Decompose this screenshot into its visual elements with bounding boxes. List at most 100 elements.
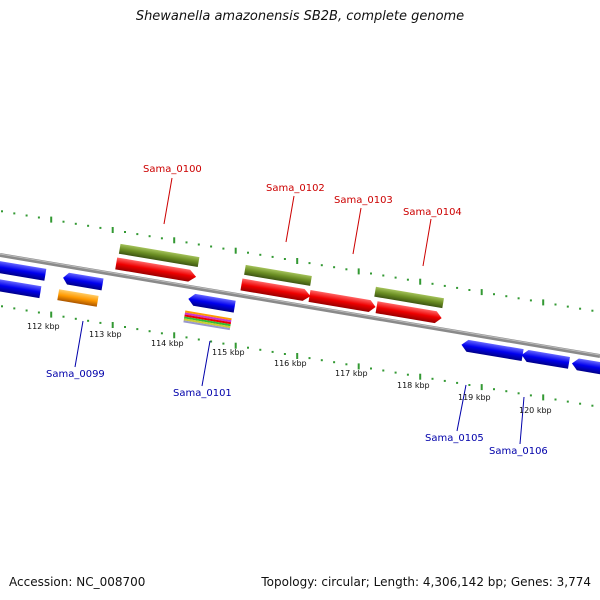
upper-minor-tick (320, 264, 323, 267)
lower-minor-tick (259, 348, 262, 351)
upper-major-tick (480, 289, 483, 296)
cds-right-edge-arrow[interactable] (571, 357, 600, 379)
lower-minor-tick (456, 381, 459, 384)
scale-label-115: 115 kbp (212, 348, 245, 357)
cds-sama-0099-arrow[interactable] (62, 272, 104, 291)
cds-sama-0100-arrow[interactable] (115, 257, 197, 282)
upper-minor-tick (493, 293, 495, 296)
lower-tick-track (1, 305, 594, 407)
upper-minor-tick (197, 243, 200, 246)
upper-minor-tick (13, 212, 16, 215)
label-sama-0103[interactable]: Sama_0103 (334, 195, 393, 206)
cds-left-arrow-2[interactable] (0, 277, 42, 299)
scale-label-116: 116 kbp (274, 359, 307, 368)
upper-minor-tick (74, 222, 77, 225)
upper-tick-track (1, 210, 594, 312)
lower-minor-tick (197, 338, 200, 341)
label-sama-0100[interactable]: Sama_0100 (143, 164, 202, 175)
cds-sama-0101-arrow[interactable] (187, 293, 236, 313)
upper-minor-tick (456, 286, 459, 289)
lower-minor-tick (579, 402, 582, 405)
upper-minor-tick (136, 233, 139, 236)
lower-major-tick (480, 384, 483, 391)
lower-minor-tick (333, 361, 336, 364)
lower-minor-tick (431, 377, 434, 380)
upper-minor-tick (25, 214, 28, 217)
upper-minor-tick (468, 289, 471, 291)
upper-minor-tick (210, 245, 213, 248)
lower-minor-tick (124, 326, 126, 328)
leader-sama-0100 (163, 177, 173, 225)
lower-minor-tick (308, 357, 311, 360)
lower-minor-tick (136, 328, 139, 331)
lower-minor-tick (370, 367, 372, 370)
gene-sama-0100-block[interactable] (118, 243, 200, 267)
lower-minor-tick (345, 363, 348, 366)
leader-sama-0099 (74, 320, 84, 368)
upper-major-tick (111, 227, 114, 233)
upper-minor-tick (259, 253, 262, 256)
upper-minor-tick (62, 220, 65, 223)
gene-sama-0102-block[interactable] (244, 264, 312, 286)
lower-minor-tick (493, 388, 495, 391)
upper-minor-tick (554, 303, 557, 306)
scale-label-113: 113 kbp (89, 330, 122, 339)
upper-minor-tick (566, 305, 569, 308)
upper-major-tick (173, 237, 176, 244)
cds-sama-0104-arrow[interactable] (375, 301, 443, 324)
lower-minor-tick (25, 309, 28, 312)
lower-minor-tick (1, 305, 3, 308)
leader-sama-0106 (519, 396, 525, 445)
upper-minor-tick (37, 216, 40, 219)
lower-major-tick (419, 373, 422, 380)
lower-minor-tick (148, 330, 151, 333)
lower-major-tick (50, 311, 53, 318)
label-sama-0102[interactable]: Sama_0102 (266, 183, 325, 194)
upper-minor-tick (591, 309, 594, 312)
upper-minor-tick (148, 235, 151, 238)
label-sama-0106[interactable]: Sama_0106 (489, 446, 548, 457)
lower-minor-tick (406, 373, 409, 376)
lower-minor-tick (591, 404, 594, 407)
feature-orange-block[interactable] (57, 289, 99, 307)
upper-minor-tick (394, 276, 397, 279)
upper-minor-tick (517, 297, 520, 300)
upper-major-tick (296, 258, 299, 264)
cds-sama-0103-arrow[interactable] (308, 289, 377, 313)
scale-label-119: 119 kbp (458, 393, 491, 402)
leader-sama-0104 (422, 218, 432, 267)
lower-minor-tick (529, 394, 532, 397)
upper-minor-tick (124, 231, 126, 233)
gene-sama-0104-block[interactable] (374, 286, 444, 309)
label-sama-0105[interactable]: Sama_0105 (425, 433, 484, 444)
upper-major-tick (542, 299, 545, 306)
label-sama-0101[interactable]: Sama_0101 (173, 388, 232, 399)
cds-sama-0106-arrow[interactable] (521, 349, 570, 369)
lower-minor-tick (210, 340, 213, 343)
upper-minor-tick (382, 274, 385, 277)
upper-minor-tick (406, 278, 409, 281)
lower-minor-tick (382, 369, 385, 372)
lower-major-tick (357, 363, 360, 370)
feature-striped-block[interactable] (183, 310, 232, 331)
leader-sama-0105 (456, 384, 467, 432)
scale-label-112: 112 kbp (27, 322, 60, 331)
lower-minor-tick (87, 319, 90, 322)
lower-minor-tick (505, 390, 508, 393)
cds-sama-0102-arrow[interactable] (240, 278, 311, 302)
cds-sama-0105-arrow[interactable] (461, 339, 524, 362)
leader-sama-0102 (285, 195, 295, 243)
lower-minor-tick (517, 392, 520, 395)
lower-major-tick (111, 322, 114, 328)
label-sama-0099[interactable]: Sama_0099 (46, 369, 105, 380)
upper-major-tick (419, 278, 422, 285)
label-sama-0104[interactable]: Sama_0104 (403, 207, 462, 218)
lower-minor-tick (468, 384, 471, 386)
lower-minor-tick (74, 317, 77, 320)
upper-minor-tick (185, 241, 188, 244)
genome-backbone-highlight (0, 253, 600, 356)
cds-left-arrow-1[interactable] (0, 260, 47, 281)
lower-minor-tick (185, 336, 188, 339)
leader-sama-0103 (352, 207, 362, 255)
lower-minor-tick (271, 350, 274, 353)
